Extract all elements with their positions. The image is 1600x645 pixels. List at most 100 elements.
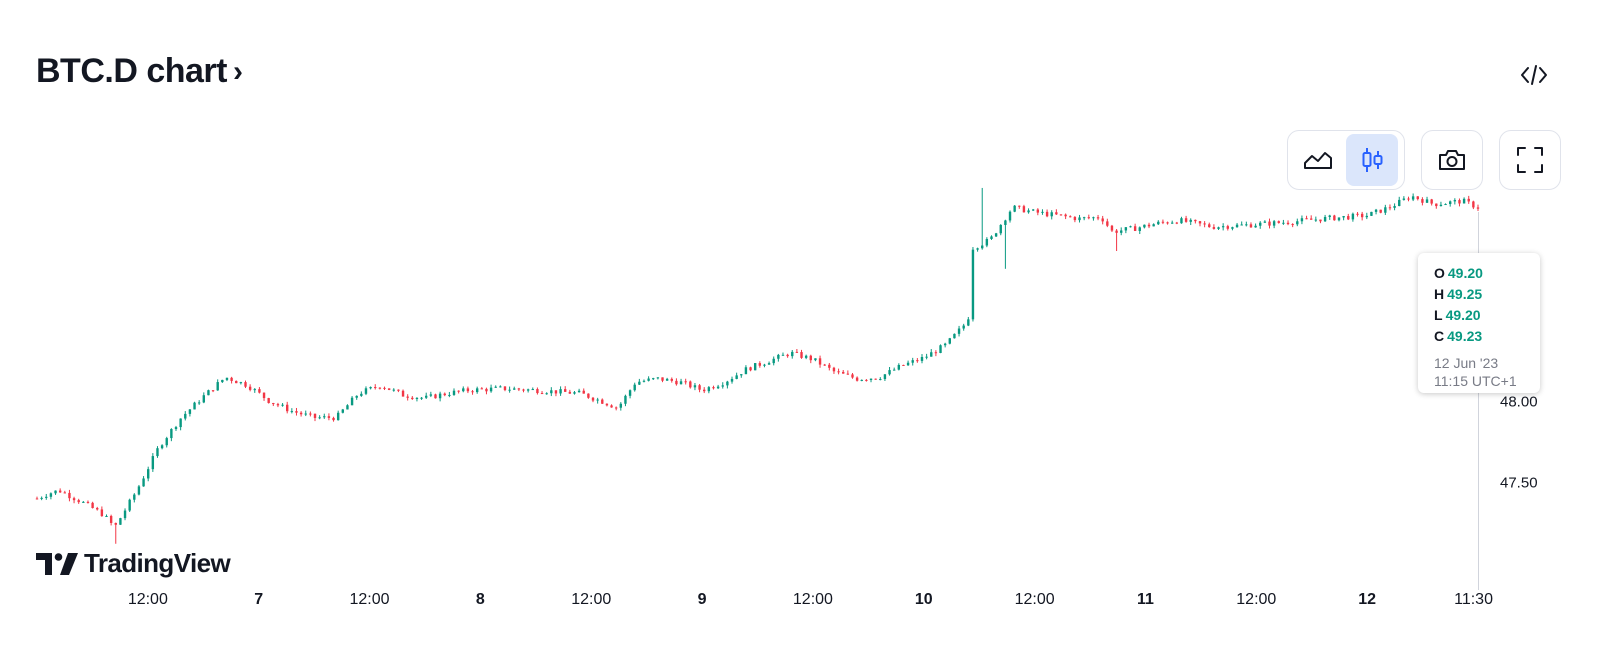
candle-body	[1379, 209, 1382, 213]
candle	[967, 316, 970, 327]
candle	[749, 366, 752, 372]
embed-code-button[interactable]	[1516, 60, 1552, 90]
candle-body	[536, 389, 539, 394]
candle	[1277, 220, 1280, 224]
candle-body	[573, 392, 576, 394]
snapshot-button[interactable]	[1426, 134, 1478, 186]
candle-body	[1143, 224, 1146, 228]
candle	[577, 388, 581, 393]
candle	[1189, 218, 1192, 226]
candle	[1462, 197, 1466, 204]
candle	[1416, 196, 1419, 201]
candle-body	[179, 418, 182, 428]
candle-body	[1231, 227, 1234, 229]
candle	[920, 354, 924, 364]
candle	[689, 380, 692, 389]
candle-body	[1458, 200, 1461, 204]
candle	[1453, 198, 1457, 205]
candles-series	[35, 187, 1480, 544]
candles-button[interactable]	[1346, 134, 1398, 186]
candle-body	[1064, 214, 1067, 217]
candle	[540, 391, 544, 395]
candle-body	[939, 345, 942, 353]
area-chart-button[interactable]	[1292, 134, 1344, 186]
candle	[230, 376, 233, 384]
x-tick-label: 12:00	[1015, 591, 1055, 608]
x-tick-label: 12:00	[571, 591, 611, 608]
candle	[559, 386, 562, 396]
candle-body	[1166, 222, 1169, 224]
candle	[1073, 216, 1077, 223]
candle	[828, 362, 831, 371]
candle	[1129, 225, 1132, 228]
candle-body	[1194, 219, 1197, 222]
candle	[45, 493, 48, 500]
candle-body	[346, 405, 349, 410]
candle	[253, 388, 256, 393]
candle-body	[336, 412, 340, 421]
candle-body	[443, 393, 446, 396]
candle	[614, 406, 618, 411]
candle-body	[564, 389, 567, 392]
candle	[225, 377, 229, 382]
candle	[1120, 227, 1123, 236]
candle-body	[429, 394, 433, 396]
candle-body	[753, 363, 757, 371]
candle-body	[1411, 196, 1415, 200]
candle-body	[837, 371, 840, 373]
candle-body	[258, 389, 261, 393]
candle-body	[971, 249, 975, 320]
tradingview-logo[interactable]: TradingView	[36, 548, 231, 579]
chart-title-link[interactable]: BTC.D chart ›	[36, 52, 243, 91]
candle-body	[202, 395, 206, 403]
candle-body	[137, 486, 141, 495]
x-tick-label: 12	[1358, 591, 1376, 608]
candle-body	[1129, 226, 1132, 228]
candle	[1254, 223, 1257, 228]
candle	[235, 380, 238, 384]
candle	[1082, 216, 1086, 221]
candle-body	[225, 377, 229, 380]
candle	[791, 350, 794, 359]
candle-body	[253, 389, 256, 391]
candle	[475, 386, 479, 394]
candle-body	[1189, 219, 1192, 222]
candle-body	[647, 378, 650, 381]
fullscreen-button[interactable]	[1504, 134, 1556, 186]
candle-body	[684, 381, 687, 383]
candle-body	[35, 498, 39, 500]
candle	[1152, 223, 1155, 227]
candle-body	[1147, 224, 1151, 227]
candle	[323, 413, 326, 419]
candle	[1208, 222, 1211, 228]
candle-body	[1286, 222, 1290, 225]
candle-body	[197, 402, 201, 404]
candle	[536, 387, 539, 395]
candle-body	[526, 389, 530, 391]
candle-body	[1439, 204, 1443, 207]
candle	[897, 363, 901, 371]
candle-body	[1272, 221, 1276, 226]
candle-body	[689, 381, 692, 388]
candle	[137, 484, 141, 496]
candle	[318, 415, 321, 420]
candle-body	[1254, 225, 1257, 228]
candle	[712, 385, 715, 390]
candle-body	[1235, 224, 1239, 228]
candle-body	[517, 388, 521, 390]
ohlc-tooltip: O 49.20 H 49.25 L 49.20 C 49.23 12 Jun '23 1…	[1418, 253, 1540, 393]
candle	[1407, 196, 1410, 202]
candle	[892, 367, 896, 371]
candle	[448, 391, 451, 398]
candle-body	[1170, 222, 1174, 224]
candle	[1110, 224, 1114, 233]
candle	[1402, 196, 1406, 201]
candle-body	[360, 393, 363, 396]
candle	[1448, 200, 1452, 207]
candle-body	[1393, 206, 1396, 208]
candle-body	[791, 351, 794, 357]
candle-body	[582, 390, 585, 394]
candle	[753, 363, 757, 371]
candle	[740, 374, 743, 378]
